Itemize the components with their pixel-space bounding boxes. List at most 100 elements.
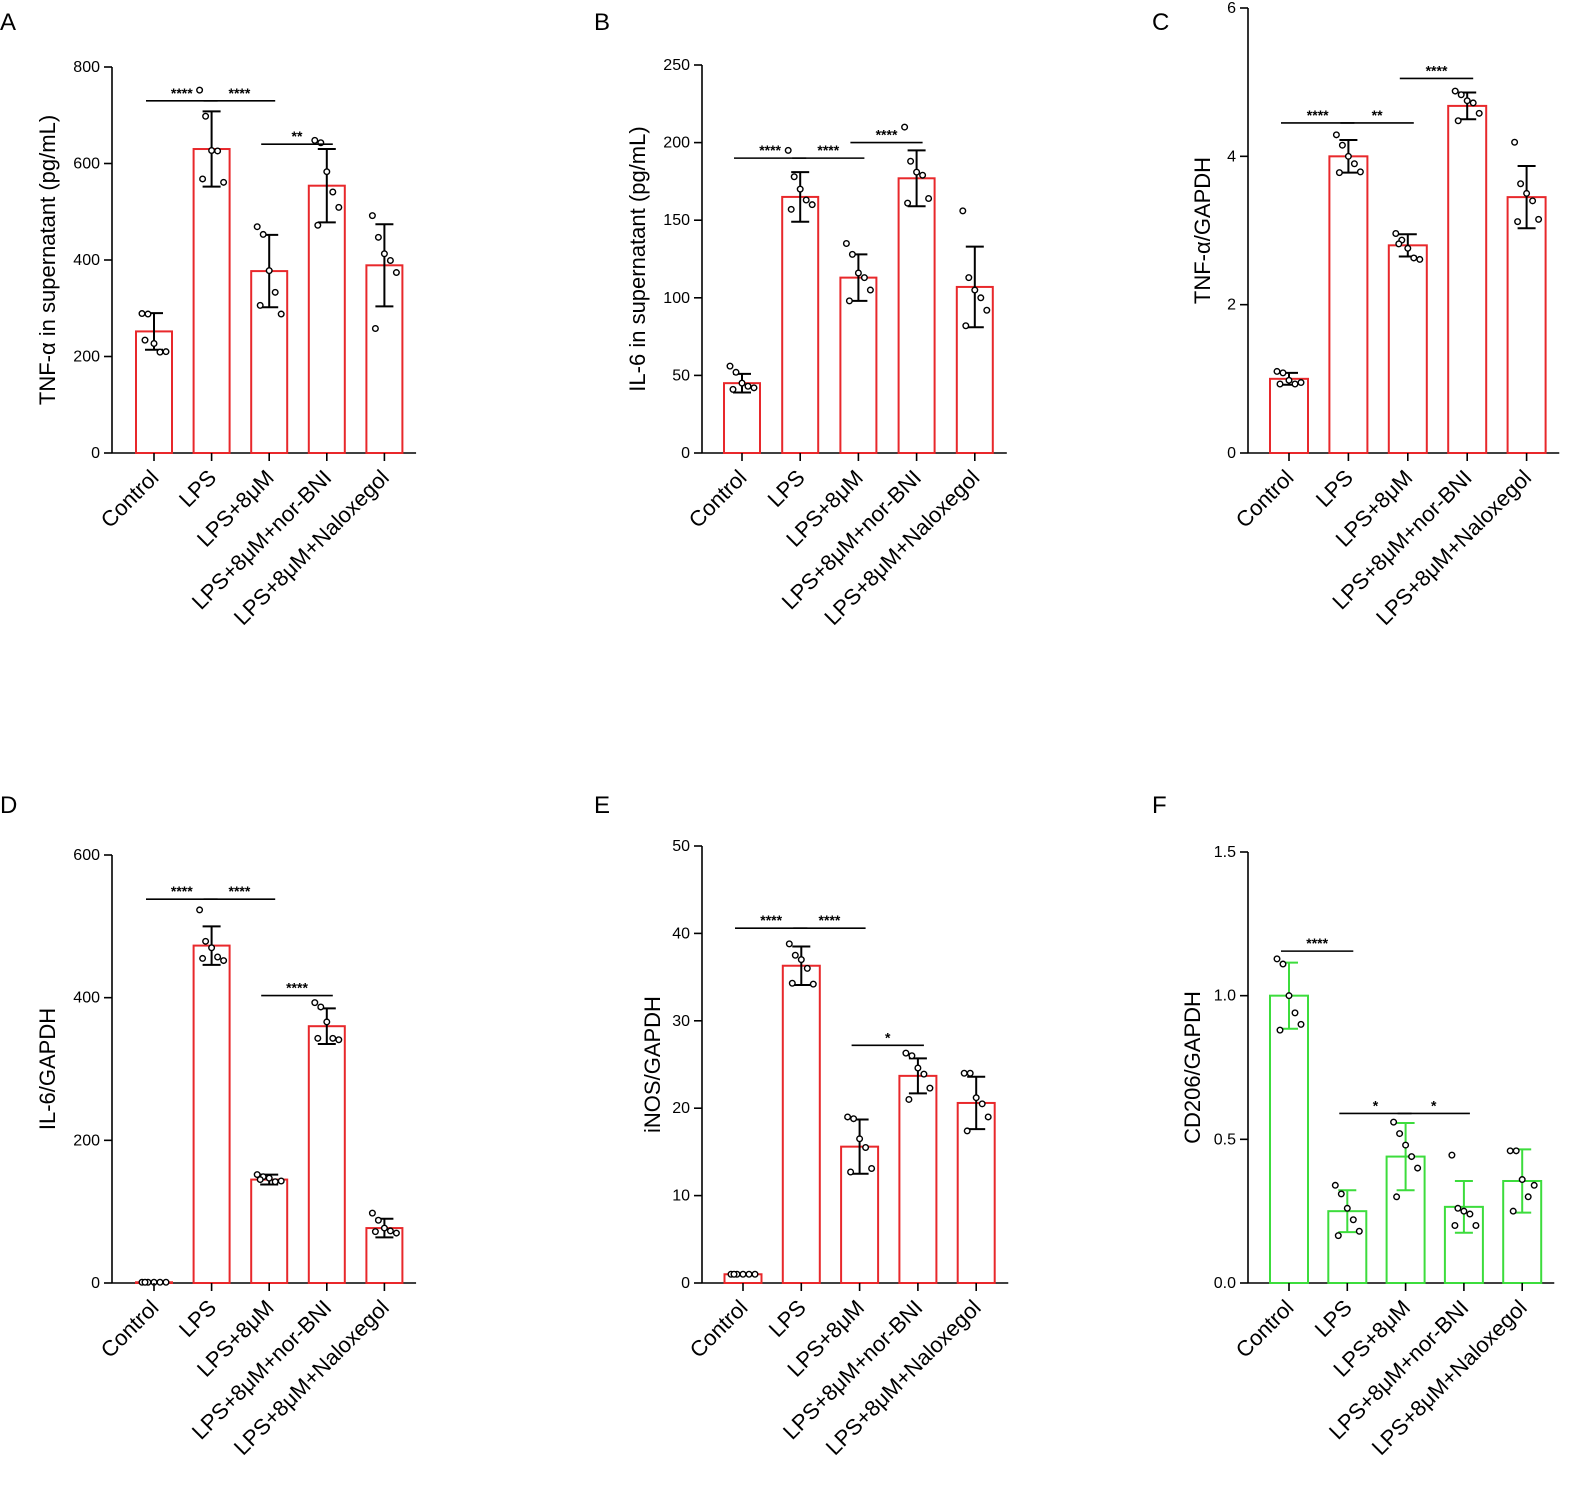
y-tick-label: 400 — [73, 990, 100, 1007]
data-point — [1349, 1216, 1357, 1224]
y-tick-label: 6 — [1227, 0, 1236, 17]
data-point — [1451, 1222, 1459, 1230]
data-point — [729, 385, 737, 393]
data-point — [374, 1216, 382, 1224]
x-tick-lps: LPS — [174, 1295, 221, 1342]
data-point — [1408, 1153, 1416, 1161]
x-tick-lps: LPS — [1311, 465, 1358, 512]
significance-label: ** — [292, 128, 303, 144]
y-tick-label: 0.5 — [1214, 1131, 1236, 1148]
data-point — [392, 269, 400, 277]
data-point — [1279, 369, 1287, 377]
data-point — [744, 382, 752, 390]
data-point — [963, 1127, 971, 1135]
data-point — [797, 956, 805, 964]
data-point — [972, 1094, 980, 1102]
y-tick-label: 100 — [663, 290, 690, 307]
data-point — [1530, 1181, 1538, 1189]
data-point — [277, 1177, 285, 1185]
data-point — [1460, 1207, 1468, 1215]
x-tick-control: Control — [684, 465, 752, 533]
data-point — [162, 348, 170, 356]
data-point — [868, 1165, 876, 1173]
data-point — [371, 325, 379, 333]
data-point — [1393, 1193, 1401, 1201]
data-point — [314, 1034, 322, 1042]
data-point — [1514, 218, 1522, 226]
data-point — [1414, 1164, 1422, 1172]
data-point — [1466, 1210, 1474, 1218]
data-point — [1285, 376, 1293, 384]
panel-letter: A — [0, 9, 16, 36]
y-tick-label: 0 — [91, 1275, 100, 1292]
data-point — [208, 146, 216, 154]
significance-label: **** — [1307, 107, 1329, 123]
y-axis-label: iNOS/GAPDH — [640, 996, 665, 1133]
data-point — [1392, 229, 1400, 237]
data-point — [380, 250, 388, 258]
significance-label: **** — [876, 127, 898, 143]
data-point — [802, 196, 810, 204]
data-point — [196, 906, 204, 914]
significance-label: * — [1431, 1097, 1437, 1113]
data-point — [311, 136, 319, 144]
data-point — [1279, 960, 1287, 968]
data-point — [796, 185, 804, 193]
data-point — [202, 112, 210, 120]
data-point — [199, 954, 207, 962]
y-tick-label: 0.0 — [1214, 1275, 1236, 1292]
data-point — [1390, 1118, 1398, 1126]
data-point — [208, 944, 216, 952]
data-point — [788, 979, 796, 987]
data-point — [1291, 1009, 1299, 1017]
y-tick-label: 200 — [73, 1132, 100, 1149]
data-point — [925, 194, 933, 202]
data-point — [750, 384, 758, 392]
significance-label: **** — [171, 85, 193, 101]
data-point — [977, 294, 985, 302]
data-point — [202, 937, 210, 945]
data-point — [1416, 255, 1424, 263]
panel-letter: B — [594, 9, 610, 36]
data-point — [1395, 240, 1403, 248]
data-point — [271, 1178, 279, 1186]
data-point — [1448, 1151, 1456, 1159]
data-point — [1356, 168, 1364, 176]
y-tick-label: 0 — [681, 1275, 690, 1292]
data-point — [730, 1270, 738, 1278]
data-point — [392, 1229, 400, 1237]
data-point — [150, 339, 158, 347]
data-point — [1343, 1204, 1351, 1212]
bar — [1387, 244, 1428, 454]
data-point — [978, 1100, 986, 1108]
y-tick-label: 10 — [672, 1188, 690, 1205]
data-point — [901, 123, 909, 131]
y-tick-label: 800 — [73, 59, 100, 76]
data-point — [323, 1018, 331, 1026]
x-tick-lps: LPS — [1310, 1295, 1357, 1342]
data-point — [907, 157, 915, 165]
y-tick-label: 600 — [73, 156, 100, 173]
significance-label: **** — [760, 912, 782, 928]
data-point — [199, 175, 207, 183]
data-point — [265, 267, 273, 275]
data-point — [1338, 141, 1346, 149]
data-point — [214, 953, 222, 961]
bar — [1506, 196, 1547, 454]
y-tick-label: 200 — [663, 135, 690, 152]
y-axis-label: IL-6 in supernatant (pg/mL) — [625, 126, 650, 391]
data-point — [259, 230, 267, 238]
data-point — [368, 1209, 376, 1217]
data-point — [738, 379, 746, 387]
x-tick-lps: LPS — [174, 465, 221, 512]
data-point — [1529, 197, 1537, 205]
data-point — [314, 221, 322, 229]
panel-letter: E — [594, 792, 610, 819]
data-point — [317, 1003, 325, 1011]
data-point — [983, 306, 991, 314]
data-point — [386, 1227, 394, 1235]
x-tick-control: Control — [96, 1295, 164, 1363]
data-point — [1404, 244, 1412, 252]
data-point — [1524, 1193, 1532, 1201]
data-point — [196, 86, 204, 94]
